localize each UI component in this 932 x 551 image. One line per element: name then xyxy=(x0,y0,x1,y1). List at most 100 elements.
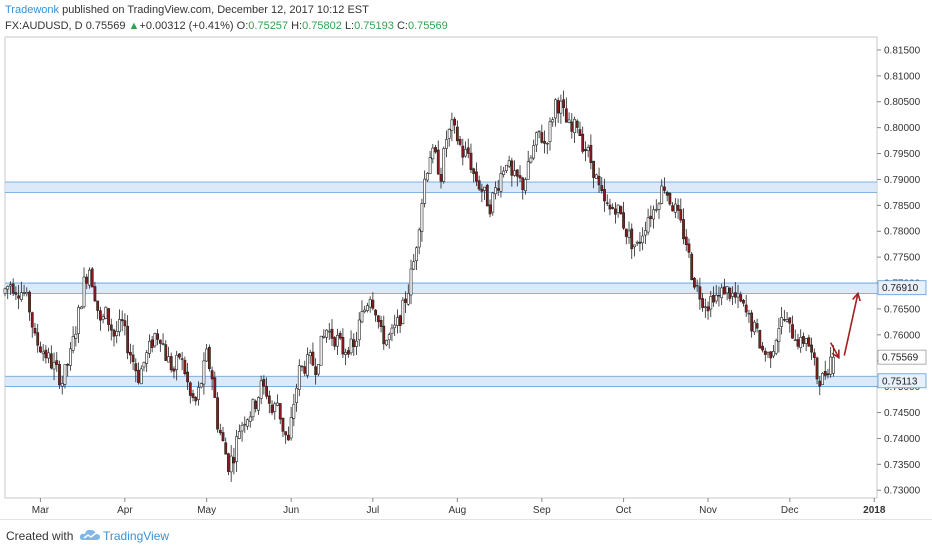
candle-body xyxy=(284,431,288,436)
candle-body xyxy=(464,148,467,157)
candle-body xyxy=(701,298,705,308)
candle-body xyxy=(366,305,369,311)
candle-body xyxy=(665,192,669,196)
x-tick-label: Dec xyxy=(781,505,799,516)
candle-body xyxy=(139,368,143,385)
candle-body xyxy=(314,366,318,376)
candle-body xyxy=(398,315,402,326)
candle-body xyxy=(600,185,604,191)
candle-body xyxy=(199,383,203,388)
candle-body xyxy=(191,393,195,398)
close-label: C: xyxy=(396,20,408,32)
candle-body xyxy=(3,288,7,294)
candle-body xyxy=(322,335,326,338)
candle-body xyxy=(327,330,331,333)
candle-body xyxy=(131,354,135,363)
candle-body xyxy=(262,378,266,387)
candle-body xyxy=(197,387,200,400)
candle-body xyxy=(630,228,634,250)
candle-body xyxy=(66,363,70,366)
author-link[interactable]: Tradewonk xyxy=(5,4,60,16)
candle-body xyxy=(210,370,214,380)
candle-body xyxy=(169,356,173,371)
candle-body xyxy=(333,337,337,347)
candle-body xyxy=(589,144,593,163)
projection-arrow-head-1 xyxy=(852,291,861,302)
candle-body xyxy=(472,168,476,174)
tradingview-brand-link[interactable]: TradingView xyxy=(103,529,170,543)
candle-body xyxy=(265,385,269,397)
candle-body xyxy=(319,335,323,366)
x-tick-label: Oct xyxy=(616,505,632,516)
candle-body xyxy=(643,230,647,236)
candle-body xyxy=(562,99,566,108)
candle-body xyxy=(485,184,489,207)
candle-body xyxy=(755,323,759,329)
candle-body xyxy=(137,369,140,383)
candle-body xyxy=(229,455,233,473)
candle-body xyxy=(227,453,230,472)
candle-body xyxy=(41,351,45,355)
plot-area-border xyxy=(4,36,878,499)
candle-body xyxy=(750,312,754,332)
projection-arrow-line-0[interactable] xyxy=(829,342,840,359)
zone-band-2 xyxy=(5,376,877,387)
candle-body xyxy=(207,347,211,370)
candle-body xyxy=(518,175,522,179)
candle-body xyxy=(453,118,457,126)
candle-body xyxy=(510,160,514,176)
candle-body xyxy=(821,373,824,385)
candle-body xyxy=(712,294,715,303)
projection-arrow-line-1[interactable] xyxy=(843,293,859,356)
time-axis[interactable]: Mar Apr May Jun Jul Aug Sep Oct Nov Dec 2018 xyxy=(32,498,886,516)
candle-body xyxy=(698,286,702,300)
candle-body xyxy=(682,219,685,240)
price-tag-label: 0.75113 xyxy=(882,376,918,387)
price-chart[interactable]: 0.81500 0.81000 0.80500 0.80000 0.79500 0.790… xyxy=(0,0,932,519)
candle-body xyxy=(461,145,465,158)
high-value: 0.75802 xyxy=(302,20,342,32)
open-value: 0.75257 xyxy=(248,20,289,32)
candle-body xyxy=(581,133,585,152)
candle-body xyxy=(325,329,328,338)
candle-body xyxy=(79,306,83,310)
candle-body xyxy=(278,403,282,420)
candle-body xyxy=(145,352,149,364)
candle-body xyxy=(619,206,623,215)
candle-body xyxy=(276,402,279,406)
y-tick-label: 0.80000 xyxy=(884,123,921,134)
candle-body xyxy=(554,99,557,119)
candle-body xyxy=(183,359,187,375)
candle-body xyxy=(6,286,10,290)
candle-body xyxy=(306,354,309,376)
candle-body xyxy=(251,399,255,418)
candle-body xyxy=(597,175,601,186)
candle-body xyxy=(812,352,816,358)
candle-body xyxy=(357,319,361,341)
candlestick-series xyxy=(3,90,835,482)
candle-body xyxy=(156,333,160,340)
candle-body xyxy=(409,268,413,296)
candle-body xyxy=(573,118,576,134)
candle-body xyxy=(564,108,568,123)
high-label: H: xyxy=(291,20,303,32)
candle-body xyxy=(180,358,184,360)
candle-body xyxy=(802,336,805,344)
x-tick-label: Mar xyxy=(32,505,50,516)
candle-body xyxy=(235,436,239,462)
candle-body xyxy=(499,173,503,192)
candle-body xyxy=(88,269,91,286)
candle-body xyxy=(810,344,814,353)
candle-body xyxy=(668,193,672,205)
candle-body xyxy=(237,431,241,439)
price-axis[interactable]: 0.81500 0.81000 0.80500 0.80000 0.79500 0.790… xyxy=(877,45,921,497)
y-tick-label: 0.79000 xyxy=(884,175,921,186)
candle-body xyxy=(823,370,827,376)
candle-body xyxy=(545,142,549,145)
candle-body xyxy=(412,261,416,270)
candle-body xyxy=(728,287,732,299)
close-value: 0.75569 xyxy=(407,20,448,32)
candle-body xyxy=(346,350,350,355)
candle-body xyxy=(164,344,168,361)
projection-arrows xyxy=(829,291,861,360)
